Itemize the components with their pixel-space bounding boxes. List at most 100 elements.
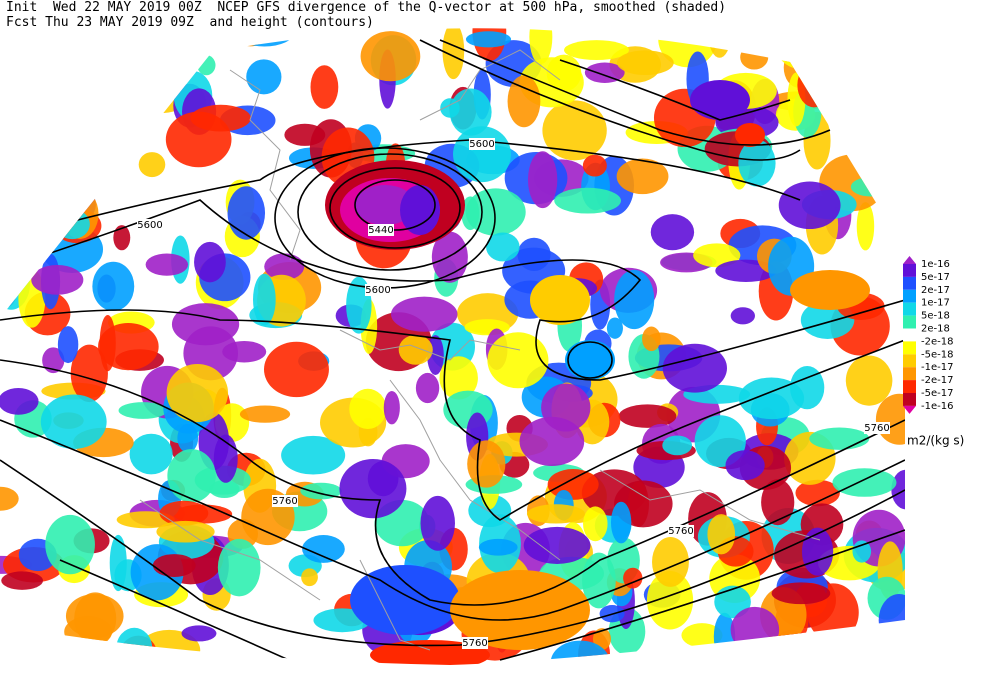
shade-blob [194,241,226,283]
shade-blob [614,269,655,330]
shade-blob [776,28,832,70]
shade-blob [894,39,905,69]
shade-blob [65,73,84,115]
header-line: Init Wed 22 MAY 2019 00Z NCEP GFS diverg… [6,0,727,15]
shade-blob [41,170,67,203]
shade-blob [370,640,490,666]
shade-blob [235,28,294,47]
contour-label: 5760 [864,423,889,434]
shade-blob [730,307,755,325]
shade-blob [118,402,168,419]
shade-blob [852,540,872,563]
shade-blob [281,435,346,475]
colorbar-label: 5e-18 [921,311,950,322]
shade-blob [582,154,607,177]
header-line: Fcst Thu 23 MAY 2019 09Z and height (con… [6,15,374,30]
shade-blob [526,504,585,524]
shade-blob [145,253,189,276]
shade-blob [564,40,629,60]
colorbar-label: -5e-17 [921,388,953,399]
shade-blob [301,568,318,587]
shade-blob [795,479,840,507]
shade-blob [616,50,674,76]
shade-blob [623,567,643,589]
shade-blob [465,31,512,48]
colorbar-label: -1e-17 [921,362,953,373]
shade-blob [453,126,511,183]
shade-blob [801,527,834,576]
shade-blob [54,142,94,192]
shade-blob [884,131,905,174]
shade-blob [1,571,44,590]
colorbar-swatch [903,367,916,381]
colorbar-units: m2/(kg s) [907,434,964,448]
shade-blob [89,130,118,149]
colorbar-swatch [903,302,916,316]
contour-label: 5760 [272,496,297,507]
shade-blob [584,62,625,83]
shade-blob [0,486,19,511]
shade-blob [790,270,870,310]
colorbar-swatch [903,264,916,277]
shade-blob [554,187,622,214]
shade-blob [884,147,901,173]
shade-blob [738,377,805,420]
shade-blob [383,391,400,425]
shade-blob [31,264,84,295]
shading [0,28,905,666]
shade-blob [879,144,905,179]
shade-blob [40,394,107,449]
shade-blob [879,132,905,187]
colorbar-label: 2e-18 [921,324,950,335]
shade-blob [360,31,421,82]
contour-label-bg [469,138,495,150]
shade-blob [866,81,905,123]
colorbar-swatch [903,328,916,342]
shade-blob [855,67,881,86]
shade-blob [120,47,162,81]
shade-blob [541,383,591,432]
shade-blob [98,322,159,371]
shade-blob [113,225,131,251]
shade-blob [662,343,727,393]
shade-blob [173,28,192,58]
shade-blob [152,554,196,577]
shade-blob [850,177,891,197]
shade-blob [565,340,615,380]
shade-blob [227,186,266,240]
colorbar-swatch [903,276,916,290]
shade-blob [116,627,153,666]
shade-blob [62,28,101,66]
shade-blob [138,152,166,178]
shade-blob [310,65,339,109]
shade-blob [738,139,776,187]
contour-label-bg [365,284,391,296]
shade-blob [129,433,173,475]
shade-blob [832,468,897,497]
shade-blob [450,570,590,650]
shade-blob [646,570,694,630]
shade-blob [350,565,460,635]
shade-blob [708,28,731,58]
shade-blob [797,62,831,108]
contour-label-bg [368,224,394,236]
shade-blob [850,38,905,60]
shade-blob [398,334,433,365]
shade-blob [415,372,440,404]
shade-blob [166,363,229,423]
shade-blob [529,28,553,65]
shade-blob [547,469,599,500]
shade-blob [858,52,879,80]
shade-blob [530,275,590,325]
shade-blob [891,469,905,510]
contour-labels: 5600 5600 5440 5600 5760 5760 5760 5760 [137,138,890,649]
contour-label: 5600 [469,139,494,150]
shade-blob [45,514,95,575]
shade-blob [156,520,215,543]
shade-blob [650,214,695,251]
shade-blob [527,151,558,209]
shade-blob [610,501,632,544]
colorbar-swatch [903,341,916,355]
shade-blob [209,480,240,499]
shade-blob [592,628,611,650]
